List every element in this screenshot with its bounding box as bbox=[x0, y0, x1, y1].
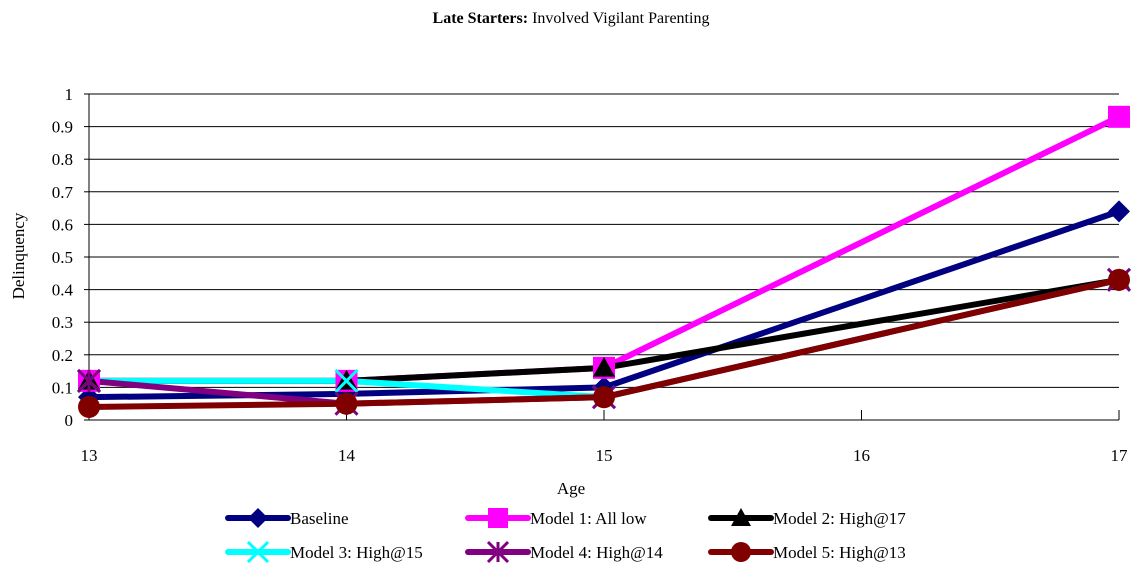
y-tick-labels: 0 0.1 0.2 0.3 0.4 0.5 0.6 0.7 0.8 0.9 1 bbox=[52, 85, 74, 430]
legend-entry: Model 2: High@17 bbox=[708, 508, 906, 528]
series-markers bbox=[76, 105, 1132, 418]
y-tick-label: 0.2 bbox=[52, 346, 73, 365]
x-tick-label: 14 bbox=[338, 446, 356, 465]
legend-swatch-marker bbox=[488, 508, 508, 528]
data-point-marker bbox=[76, 368, 102, 393]
legend-entry: Model 3: High@15 bbox=[225, 540, 423, 564]
legend-label: Model 1: All low bbox=[530, 509, 647, 528]
y-tick-label: 0.9 bbox=[52, 118, 73, 137]
legend-swatch-marker bbox=[248, 508, 268, 528]
series-line bbox=[86, 276, 1122, 410]
legend-label: Model 2: High@17 bbox=[773, 509, 906, 528]
legend-entry: Baseline bbox=[225, 508, 349, 528]
y-axis-label: Delinquency bbox=[9, 212, 28, 299]
legend-label: Model 5: High@13 bbox=[773, 543, 906, 562]
x-tick-label: 15 bbox=[596, 446, 613, 465]
data-point-marker bbox=[335, 392, 358, 415]
legend-label: Baseline bbox=[290, 509, 349, 528]
legend-entry: Model 1: All low bbox=[465, 508, 647, 528]
series-lines bbox=[86, 113, 1122, 410]
data-point-marker bbox=[78, 395, 100, 418]
y-tick-label: 0.3 bbox=[52, 313, 73, 332]
x-tick-label: 13 bbox=[81, 446, 98, 465]
legend-swatch-marker bbox=[731, 508, 751, 526]
y-tick-label: 0.6 bbox=[52, 215, 73, 234]
x-tick-label: 16 bbox=[853, 446, 870, 465]
legend-label: Model 4: High@14 bbox=[530, 543, 663, 562]
data-point-marker bbox=[1108, 105, 1130, 128]
x-axis-label: Age bbox=[557, 479, 585, 498]
legend-label: Model 3: High@15 bbox=[290, 543, 423, 562]
y-tick-label: 0.5 bbox=[52, 248, 73, 267]
legend: Baseline Model 1: All low Model 2: High@17… bbox=[225, 508, 906, 564]
y-tick-label: 0.4 bbox=[52, 281, 74, 300]
y-tick-label: 0 bbox=[65, 411, 74, 430]
x-tick-label: 17 bbox=[1111, 446, 1129, 465]
series-line bbox=[86, 113, 1122, 384]
legend-swatch-marker bbox=[246, 540, 270, 564]
legend-swatch-marker bbox=[486, 540, 510, 564]
x-tick-labels: 13 14 15 16 17 bbox=[81, 446, 1129, 465]
chart-title: Late Starters: Involved Vigilant Parenti… bbox=[433, 10, 710, 27]
data-point-marker bbox=[1108, 200, 1130, 223]
data-point-marker bbox=[334, 368, 359, 393]
legend-entry: Model 4: High@14 bbox=[465, 540, 663, 564]
y-tick-label: 0.1 bbox=[52, 378, 73, 397]
gridlines bbox=[89, 93, 1119, 388]
data-point-marker bbox=[1108, 268, 1130, 291]
legend-swatch-marker bbox=[731, 542, 751, 562]
data-point-marker bbox=[593, 386, 615, 409]
y-tick-label: 0.7 bbox=[52, 183, 74, 202]
chart-title-rest: Involved Vigilant Parenting bbox=[528, 10, 709, 27]
legend-entry: Model 5: High@13 bbox=[708, 542, 906, 562]
y-tick-label: 1 bbox=[65, 85, 74, 104]
chart-title-prefix: Late Starters: bbox=[433, 10, 529, 27]
y-tick-label: 0.8 bbox=[52, 150, 73, 169]
data-point-marker bbox=[593, 356, 615, 377]
